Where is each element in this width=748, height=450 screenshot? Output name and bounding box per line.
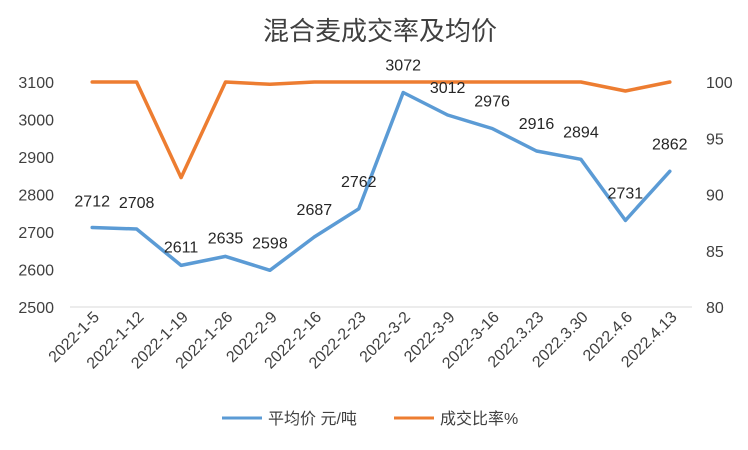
legend-label-price: 平均价 元/吨 [268,410,357,428]
price-data-label: 2598 [252,235,288,252]
price-data-label: 2862 [652,136,688,153]
right-tick-label: 80 [706,300,724,317]
price-data-label: 2635 [208,230,244,247]
price-point [623,218,627,222]
data-labels: 2712 2708 2611 2635 2598 2687 2762 3072 3012 2976… [74,58,687,257]
price-point [490,127,494,130]
price-point [312,235,316,239]
price-data-label: 2611 [164,239,199,256]
right-tick-label: 95 [706,131,724,148]
left-tick-label: 2700 [18,225,54,242]
price-point [135,227,139,231]
series-layer [90,80,672,273]
legend-label-rate: 成交比率% [440,410,518,428]
x-axis: 2022-1-52022-1-122022-1-192022-1-262022-… [46,309,681,373]
legend: 平均价 元/吨 成交比率% [222,410,518,428]
legend-item-rate: 成交比率% [394,410,518,428]
rate-point [579,80,583,84]
price-data-label: 2687 [297,202,333,219]
rate-point [401,80,405,84]
left-tick-label: 2800 [18,188,54,205]
series-line-rate [90,80,672,180]
rate-point [179,176,183,180]
price-data-label: 2708 [119,195,155,212]
price-data-label: 2976 [474,94,510,111]
left-tick-label: 2900 [18,150,54,167]
rate-point [623,89,627,93]
rate-point [135,80,139,84]
rate-point [668,80,672,84]
price-point [357,207,361,211]
left-tick-label: 2600 [18,263,54,280]
price-point [446,113,450,117]
rate-point [357,80,361,84]
right-tick-label: 90 [706,188,724,205]
rate-point [535,80,538,84]
price-data-label: 2894 [563,124,599,141]
rate-point [90,80,94,84]
price-point [401,91,405,94]
left-tick-label: 3100 [18,75,54,92]
rate-point [490,80,494,84]
right-axis: 80 85 90 95 100 [706,75,733,317]
price-point [90,226,94,229]
price-data-label: 3072 [385,58,421,75]
price-data-label: 2762 [341,174,377,191]
price-point [179,263,183,267]
rate-point [312,80,316,84]
rate-point [268,82,272,86]
series-line-price [90,90,672,273]
legend-item-price: 平均价 元/吨 [222,410,357,428]
price-point [535,149,538,153]
price-data-label: 2731 [608,185,644,202]
left-axis: 2500 2600 2700 2800 2900 3000 3100 [18,75,54,317]
price-point [668,169,672,173]
left-tick-label: 3000 [18,113,54,130]
price-data-label: 3012 [430,80,466,97]
right-tick-label: 100 [706,75,733,92]
price-data-label: 2916 [519,116,555,133]
left-tick-label: 2500 [18,300,54,317]
chart-title: 混合麦成交率及均价 [263,16,497,46]
price-point [224,254,227,258]
rate-point [446,80,450,84]
price-data-label: 2712 [74,194,110,211]
price-point [579,157,583,161]
right-tick-label: 85 [706,244,724,261]
rate-point [224,80,227,84]
price-point [268,268,272,272]
